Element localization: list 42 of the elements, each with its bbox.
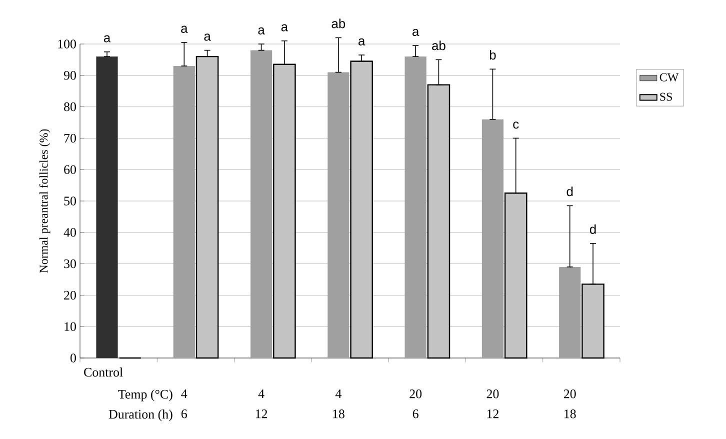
x-tick-label: 4 <box>335 390 342 398</box>
text: 12 <box>256 410 268 418</box>
x-tick-label: 4 <box>181 390 188 398</box>
annotation: c <box>513 122 519 129</box>
y-tick-label: 0 <box>70 354 76 362</box>
text: a <box>181 26 188 33</box>
x-tick-label: 20 <box>410 390 422 398</box>
text: ab <box>332 18 346 28</box>
y-tick-label: 70 <box>64 134 76 143</box>
legend-label: CW <box>660 73 679 82</box>
x-tick-label: 20 <box>564 390 576 398</box>
text: a <box>258 27 265 34</box>
y-tick-label: 50 <box>64 196 76 206</box>
text: a <box>412 28 420 36</box>
text: 18 <box>333 410 344 418</box>
text: 6 <box>412 410 418 418</box>
y-tick-label: 100 <box>58 40 76 48</box>
text: Duration (h) <box>108 410 172 422</box>
text: 6 <box>181 410 187 418</box>
text: 12 <box>487 410 498 418</box>
y-axis-title: Normal preantral follicles (%) <box>39 129 50 273</box>
y-tick-label: 40 <box>64 228 76 237</box>
text: a <box>281 24 288 32</box>
text: a <box>204 34 211 41</box>
legend-label: SS <box>660 92 672 101</box>
annotation: d <box>566 186 573 196</box>
x-tick-label: 20 <box>486 390 499 398</box>
x-tick-label: 4 <box>258 390 264 398</box>
annotation: b <box>490 50 496 60</box>
y-tick-label: 80 <box>64 102 76 112</box>
annotation: d <box>590 224 596 234</box>
text: 18 <box>564 410 576 418</box>
text: a <box>104 35 111 42</box>
y-tick-label: 30 <box>64 259 76 268</box>
text: Temp (°C) <box>118 390 172 402</box>
y-tick-label: 90 <box>64 71 76 80</box>
y-tick-label: 10 <box>64 322 76 331</box>
x-tick-label: Control <box>84 368 123 377</box>
y-tick-label: 60 <box>64 165 76 174</box>
annotation: a <box>358 38 366 46</box>
y-tick-label: 20 <box>64 290 76 300</box>
annotation: ab <box>432 40 446 50</box>
